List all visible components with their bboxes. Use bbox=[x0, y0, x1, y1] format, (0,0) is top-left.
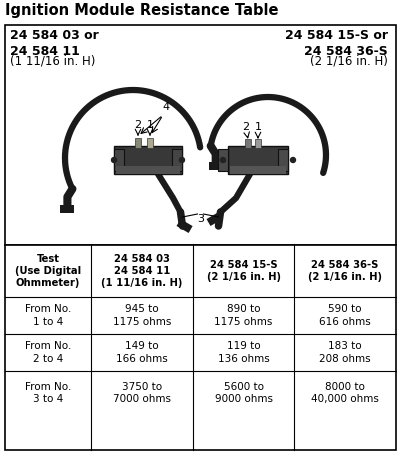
Text: 24 584 15-S
(2 1/16 in. H): 24 584 15-S (2 1/16 in. H) bbox=[207, 260, 281, 282]
Bar bbox=[255, 139, 261, 148]
Bar bbox=[228, 146, 288, 174]
Text: 2: 2 bbox=[243, 122, 249, 132]
Text: 3: 3 bbox=[197, 214, 204, 224]
Bar bbox=[245, 139, 251, 148]
Text: 2: 2 bbox=[134, 120, 142, 130]
Bar bbox=[147, 138, 153, 148]
Bar bbox=[172, 149, 182, 171]
Text: 8000 to
40,000 ohms: 8000 to 40,000 ohms bbox=[311, 382, 379, 404]
Text: 24 584 03
24 584 11
(1 11/16 in. H): 24 584 03 24 584 11 (1 11/16 in. H) bbox=[101, 253, 182, 288]
Text: 945 to
1175 ohms: 945 to 1175 ohms bbox=[113, 304, 171, 327]
Text: 890 to
1175 ohms: 890 to 1175 ohms bbox=[214, 304, 273, 327]
Bar bbox=[218, 149, 228, 171]
Circle shape bbox=[290, 157, 296, 162]
Circle shape bbox=[180, 157, 184, 162]
Bar bbox=[5, 25, 396, 245]
Bar bbox=[278, 149, 288, 171]
Text: From No.
2 to 4: From No. 2 to 4 bbox=[25, 341, 71, 364]
Text: 4: 4 bbox=[162, 102, 170, 112]
Text: 24 584 36-S
(2 1/16 in. H): 24 584 36-S (2 1/16 in. H) bbox=[308, 260, 382, 282]
Bar bbox=[5, 245, 396, 450]
Text: 119 to
136 ohms: 119 to 136 ohms bbox=[218, 341, 269, 364]
Text: (1 11/16 in. H): (1 11/16 in. H) bbox=[10, 55, 95, 68]
Circle shape bbox=[221, 157, 225, 162]
Bar bbox=[116, 166, 180, 174]
Text: Ignition Module Resistance Table: Ignition Module Resistance Table bbox=[5, 3, 279, 18]
Text: 1: 1 bbox=[255, 122, 261, 132]
Text: 149 to
166 ohms: 149 to 166 ohms bbox=[116, 341, 168, 364]
Text: From No.
3 to 4: From No. 3 to 4 bbox=[25, 382, 71, 404]
Bar bbox=[135, 138, 141, 148]
Bar bbox=[114, 149, 124, 171]
Bar bbox=[207, 212, 223, 226]
Text: (2 1/16 in. H): (2 1/16 in. H) bbox=[310, 55, 388, 68]
Text: 1: 1 bbox=[146, 120, 154, 130]
Bar bbox=[114, 146, 182, 174]
Text: 24 584 03 or
24 584 11: 24 584 03 or 24 584 11 bbox=[10, 29, 99, 58]
Text: 24 584 15-S or
24 584 36-S: 24 584 15-S or 24 584 36-S bbox=[285, 29, 388, 58]
Text: 590 to
616 ohms: 590 to 616 ohms bbox=[319, 304, 371, 327]
Bar bbox=[176, 219, 192, 233]
Text: 3750 to
7000 ohms: 3750 to 7000 ohms bbox=[113, 382, 171, 404]
Bar bbox=[230, 166, 286, 174]
Bar bbox=[61, 205, 75, 213]
Text: Test
(Use Digital
Ohmmeter): Test (Use Digital Ohmmeter) bbox=[15, 253, 81, 288]
Bar bbox=[209, 162, 223, 170]
Circle shape bbox=[111, 157, 117, 162]
Text: From No.
1 to 4: From No. 1 to 4 bbox=[25, 304, 71, 327]
Text: 183 to
208 ohms: 183 to 208 ohms bbox=[319, 341, 371, 364]
Text: 5600 to
9000 ohms: 5600 to 9000 ohms bbox=[215, 382, 273, 404]
